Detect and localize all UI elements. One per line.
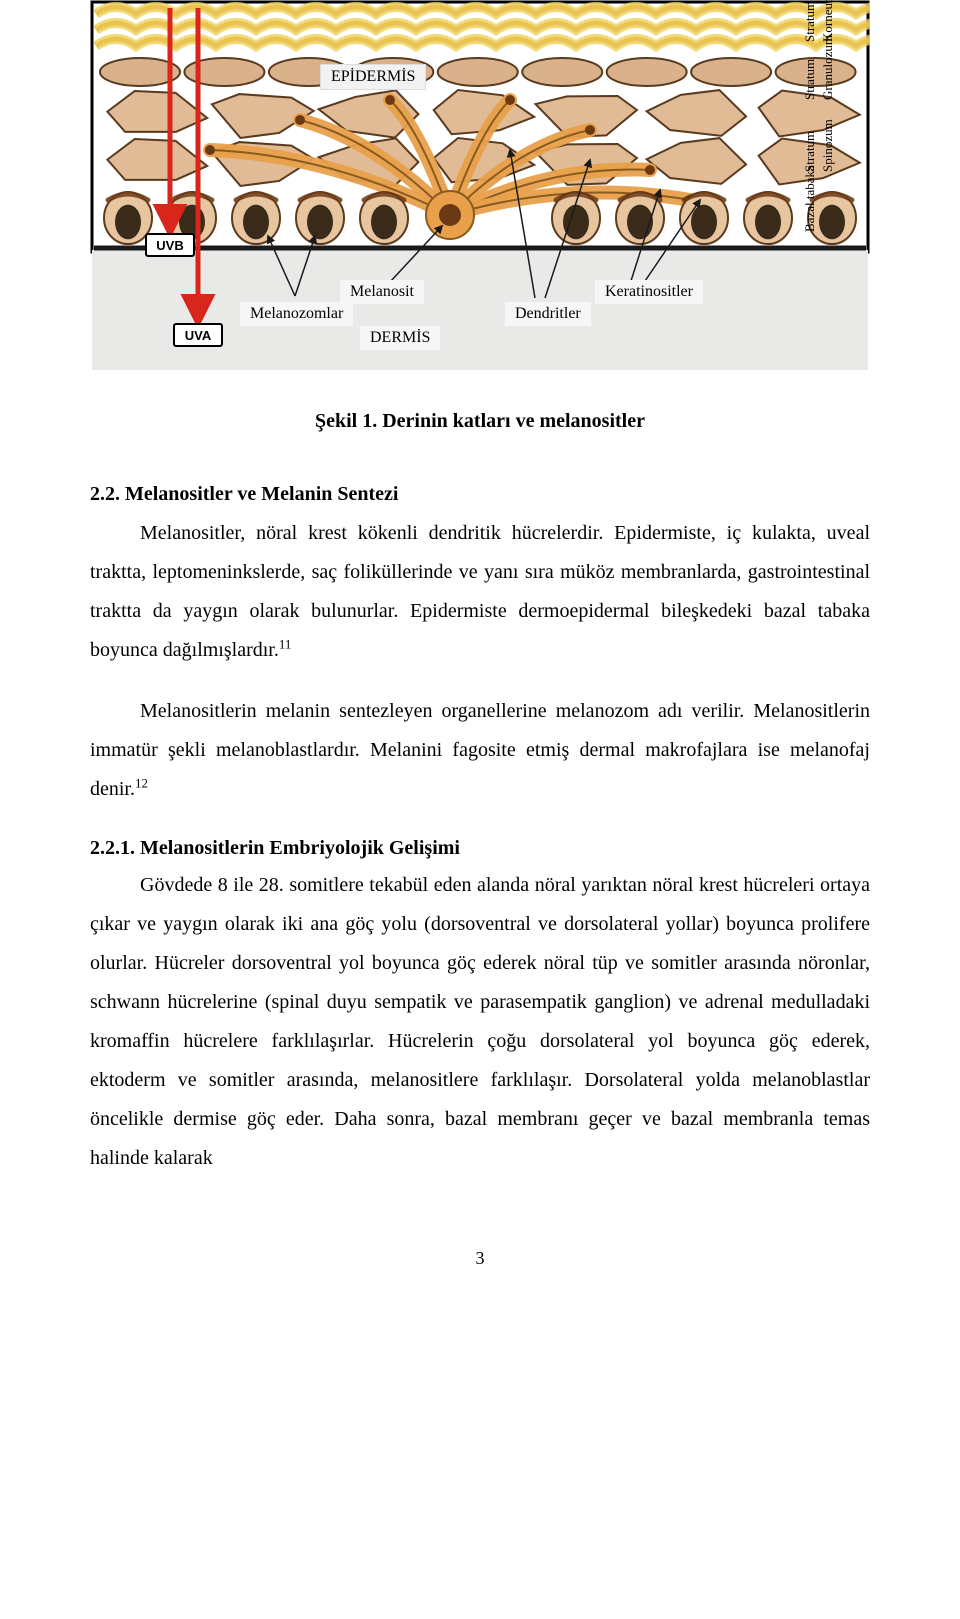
figure-epidermis-diagram: UVBUVA EPİDERMİS Melanosit Melanozomlar …	[90, 0, 870, 380]
label-melanosit: Melanosit	[340, 280, 424, 304]
label-dendritler: Dendritler	[505, 302, 591, 326]
heading-2-2: 2.2. Melanositler ve Melanin Sentezi	[90, 483, 870, 506]
svg-text:UVB: UVB	[156, 238, 183, 253]
page-number: 3	[90, 1248, 870, 1269]
heading-2-2-1: 2.2.1. Melanositlerin Embriyolojik Geliş…	[90, 837, 870, 860]
figure-caption: Şekil 1. Derinin katları ve melanositler	[90, 410, 870, 433]
para-2-2-2-text: Melanositlerin melanin sentezleyen organ…	[90, 700, 870, 800]
para-2-2-2: Melanositlerin melanin sentezleyen organ…	[90, 692, 870, 809]
label-keratinositler: Keratinositler	[595, 280, 703, 304]
para-2-2-1: Melanositler, nöral krest kökenli dendri…	[90, 514, 870, 670]
para-2-2-1-body: Gövdede 8 ile 28. somitlere tekabül eden…	[90, 866, 870, 1178]
svg-text:UVA: UVA	[185, 328, 212, 343]
para-2-2-1-text: Melanositler, nöral krest kökenli dendri…	[90, 522, 870, 661]
para-2-2-1-sup: 11	[279, 636, 292, 651]
label-dermis: DERMİS	[360, 326, 440, 350]
label-melanozomlar: Melanozomlar	[240, 302, 353, 326]
para-2-2-2-sup: 12	[135, 775, 148, 790]
label-epidermis: EPİDERMİS	[320, 64, 426, 90]
figure-svg: UVB UVA	[90, 0, 870, 380]
